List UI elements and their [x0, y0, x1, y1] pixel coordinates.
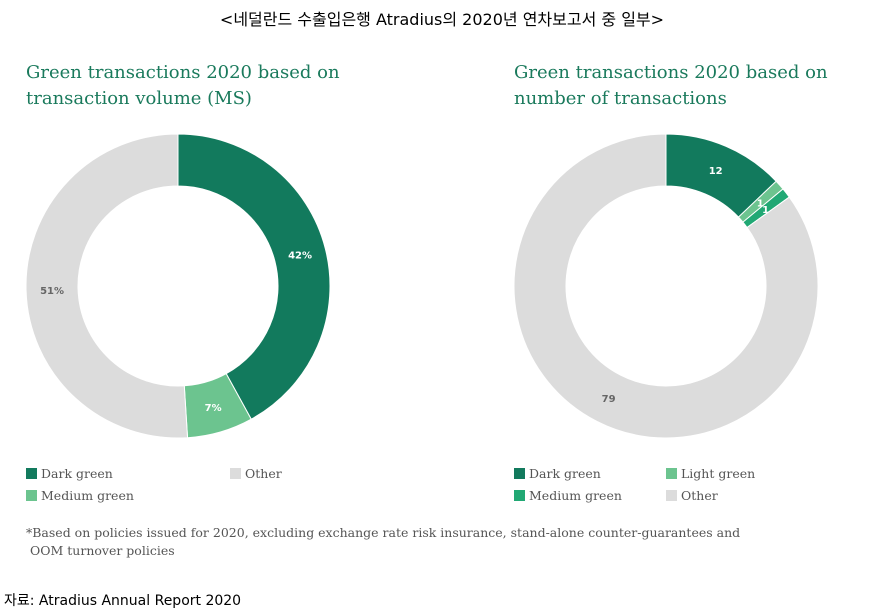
legend-item-dark-green: Dark green — [514, 466, 601, 482]
legend-label: Other — [245, 466, 282, 481]
legend-swatch — [26, 490, 37, 501]
legend-label: Dark green — [41, 466, 113, 481]
footnote: *Based on policies issued for 2020, excl… — [26, 524, 786, 560]
slice-label-other: 51% — [40, 286, 64, 297]
legend-item-dark-green: Dark green — [26, 466, 113, 482]
slice-label-medium-green: 7% — [205, 403, 222, 414]
legend-label: Medium green — [41, 488, 134, 503]
chart-title-volume: Green transactions 2020 based on transac… — [26, 62, 340, 109]
legend-label: Other — [681, 488, 718, 503]
slice-label-light-green: 1 — [757, 198, 764, 209]
legend-item-other: Other — [230, 466, 282, 482]
legend-swatch — [514, 490, 525, 501]
legend-item-other: Other — [666, 488, 718, 504]
legend-item-medium-green: Medium green — [26, 488, 134, 504]
slice-label-dark-green: 12 — [709, 166, 723, 177]
legend-label: Medium green — [529, 488, 622, 503]
legend-item-medium-green: Medium green — [514, 488, 622, 504]
donut-slice-other — [25, 133, 189, 439]
legend-label: Light green — [681, 466, 756, 481]
legend-swatch — [514, 468, 525, 479]
source-note: 자료: Atradius Annual Report 2020 — [4, 590, 241, 610]
donut-slice-dark-green — [177, 133, 331, 420]
legend-swatch — [230, 468, 241, 479]
legend-label: Dark green — [529, 466, 601, 481]
slice-label-other: 79 — [602, 394, 616, 405]
footnote-line-2: OOM turnover policies — [30, 543, 175, 558]
footnote-line-1: *Based on policies issued for 2020, excl… — [26, 525, 741, 540]
legend-swatch — [666, 468, 677, 479]
legend-item-light-green: Light green — [666, 466, 755, 482]
legend-swatch — [26, 468, 37, 479]
legend-swatch — [666, 490, 677, 501]
source-text: 자료: Atradius Annual Report 2020 — [4, 593, 242, 609]
donut-slice-other — [513, 133, 819, 439]
slice-label-medium-green: 1 — [762, 205, 769, 216]
page-header: <네덜란드 수출입은행 Atradius의 2020년 연차보고서 중 일부> — [219, 10, 665, 29]
chart-title-count: Green transactions 2020 based on number … — [514, 62, 828, 109]
slice-label-dark-green: 42% — [288, 251, 312, 262]
